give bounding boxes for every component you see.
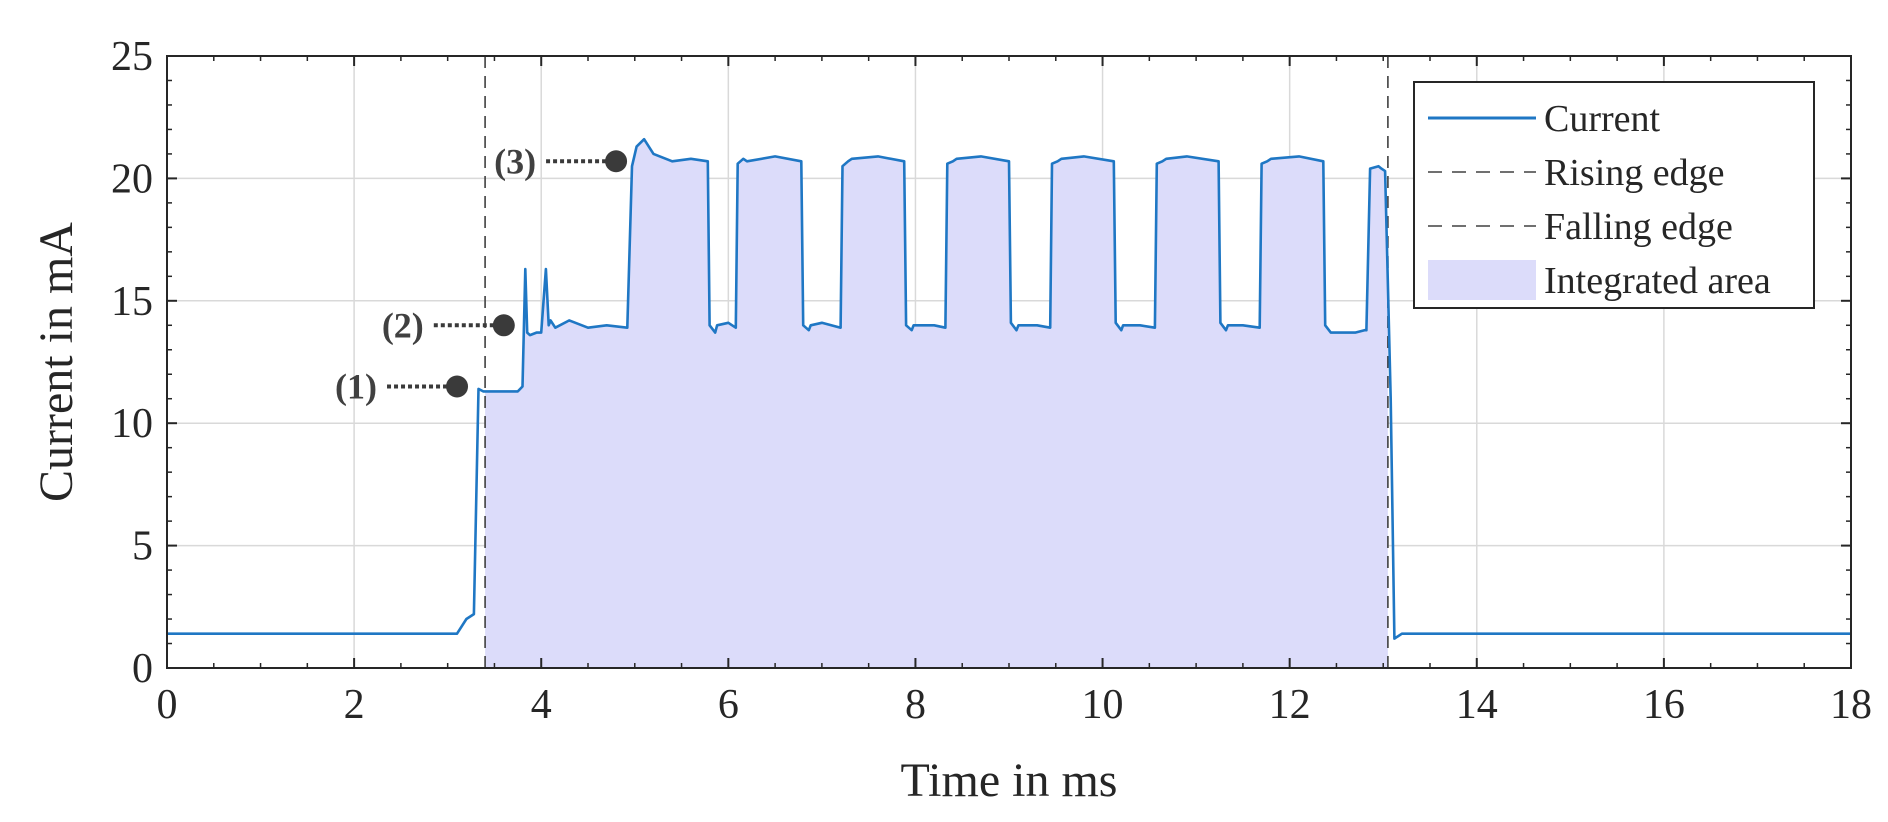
x-axis-label: Time in ms [901, 754, 1118, 807]
legend-area-symbol [1428, 260, 1536, 300]
annotations: (1)(2) (3) [335, 141, 628, 406]
x-tick-label: 10 [1082, 682, 1124, 728]
integrated-area-layer [485, 139, 1388, 668]
x-tick-label: 2 [344, 682, 365, 728]
y-tick-label: 5 [132, 524, 153, 570]
legend-label: Integrated area [1544, 260, 1771, 302]
y-axis-label: Current in mA [30, 222, 83, 502]
annotation-dot [605, 150, 628, 173]
x-tick-label: 16 [1643, 682, 1685, 728]
x-tick-label: 8 [905, 682, 926, 728]
legend-label: Rising edge [1544, 152, 1724, 194]
legend-label: Current [1544, 98, 1661, 140]
y-tick-label: 0 [132, 646, 153, 692]
edge-lines-layer [484, 56, 1389, 668]
x-tick-label: 14 [1456, 682, 1498, 728]
series-layer [167, 137, 1851, 640]
x-tick-label: 0 [157, 682, 178, 728]
legend-label: Falling edge [1544, 206, 1733, 248]
integrated-area [485, 139, 1388, 668]
annotation-label: (2) [382, 305, 424, 345]
annotation-label: (1) [335, 366, 377, 406]
annotation-dot [446, 375, 469, 398]
x-tick-label: 18 [1830, 682, 1872, 728]
y-tick-label: 10 [111, 401, 153, 447]
x-tick-label: 12 [1269, 682, 1311, 728]
x-tick-label: 4 [531, 682, 552, 728]
annotation-dot [492, 314, 515, 337]
axes: 0 2 4 6 8 10 12 14 16 18 0 5 10 15 20 25 Time in ms Curre… [30, 34, 1872, 807]
y-tick-label: 15 [111, 279, 153, 325]
legend: Current Rising edge Falling edge Integrated… [1413, 81, 1815, 309]
y-tick-label: 20 [111, 156, 153, 202]
annotation-label: (3) [494, 141, 536, 181]
x-tick-label: 6 [718, 682, 739, 728]
current-series-line [167, 137, 1851, 640]
y-tick-label: 25 [111, 34, 153, 80]
